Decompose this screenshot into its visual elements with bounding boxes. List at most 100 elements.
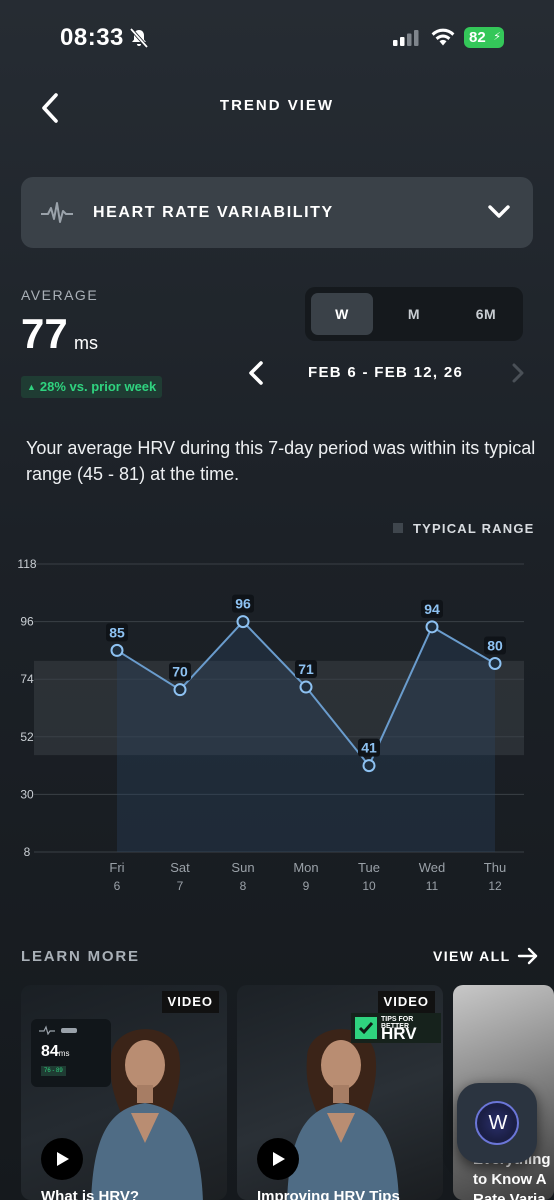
data-point — [173, 683, 187, 697]
arrow-right-icon[interactable] — [517, 946, 539, 966]
video-tag: VIDEO — [377, 991, 435, 1013]
data-label: 41 — [361, 740, 377, 756]
bell-muted-icon — [129, 27, 149, 49]
x-tick-date: 6 — [114, 879, 121, 893]
coach-logo-letter: W — [488, 1112, 508, 1134]
y-tick-label: 96 — [20, 615, 34, 629]
legend-label: TYPICAL RANGE — [413, 521, 535, 536]
period-segmented-control: W M 6M — [305, 287, 523, 341]
checkmark-icon — [355, 1017, 377, 1039]
hrv-wave-icon — [41, 202, 73, 223]
battery-indicator: 82 ⚡ — [464, 27, 504, 48]
video-card-what-is-hrv[interactable]: 84ms 76 - 89 VIDEO What is HRV? — [21, 985, 227, 1200]
x-tick-day: Mon — [293, 860, 318, 875]
x-tick-date: 10 — [362, 879, 376, 893]
video-card-improving-hrv[interactable]: TIPS FOR BETTER HRV VIDEO Improving HRV … — [237, 985, 443, 1200]
whoop-coach-button[interactable]: W — [457, 1083, 537, 1163]
data-label-bg — [106, 623, 128, 642]
average-value: 77 — [21, 310, 68, 357]
typical-range-band — [34, 660, 524, 756]
wifi-icon — [431, 28, 455, 46]
data-label: 71 — [298, 661, 314, 677]
panel-range: 76 - 89 — [41, 1066, 66, 1076]
y-tick-label: 74 — [20, 672, 34, 686]
tab-month[interactable]: M — [407, 306, 421, 322]
previous-period-icon[interactable] — [246, 360, 266, 386]
x-tick-day: Fri — [109, 860, 124, 875]
y-tick-label: 52 — [20, 730, 34, 744]
y-tick-label: 30 — [20, 787, 34, 801]
data-point — [425, 620, 439, 634]
series-area — [117, 621, 495, 852]
change-badge: ▲ 28% vs. prior week — [21, 376, 163, 398]
play-icon — [273, 1152, 285, 1166]
page-title: TREND VIEW — [219, 97, 335, 114]
tips-badge: TIPS FOR BETTER HRV — [351, 1013, 441, 1043]
x-tick-day: Sun — [231, 860, 254, 875]
x-tick-date: 7 — [177, 879, 184, 893]
nav-bar: TREND VIEW — [0, 80, 554, 136]
x-tick-day: Sat — [170, 860, 190, 875]
learn-more-title: LEARN MORE — [21, 948, 140, 965]
data-label-bg — [295, 660, 317, 679]
x-tick-date: 8 — [240, 879, 247, 893]
typical-range-swatch — [393, 523, 403, 533]
hrv-panel-image: 84ms 76 - 89 — [31, 1019, 111, 1087]
metric-label: HEART RATE VARIABILITY — [93, 204, 334, 221]
data-label-bg — [358, 738, 380, 757]
metric-dropdown[interactable]: HEART RATE VARIABILITY — [21, 177, 533, 248]
tab-week[interactable]: W — [311, 293, 373, 335]
data-label: 70 — [172, 664, 188, 680]
card-title: What is HRV? — [41, 1188, 140, 1200]
x-tick-day: Wed — [419, 860, 446, 875]
data-label: 96 — [235, 596, 251, 612]
x-tick-date: 12 — [488, 879, 502, 893]
change-text: 28% vs. prior week — [39, 379, 157, 394]
data-label-bg — [169, 662, 191, 681]
status-bar: 08:33 82 ⚡ — [0, 0, 554, 76]
data-point — [110, 643, 124, 657]
signal-icon — [393, 30, 419, 46]
data-point — [362, 759, 376, 773]
data-label-bg — [484, 636, 506, 655]
panel-value: 84ms — [41, 1043, 70, 1060]
tips-small-text: TIPS FOR BETTER — [381, 1016, 414, 1030]
data-point — [236, 615, 250, 629]
x-tick-day: Tue — [358, 860, 380, 875]
data-point — [299, 680, 313, 694]
next-period-icon[interactable] — [510, 362, 526, 384]
x-tick-date: 9 — [303, 879, 310, 893]
hrv-summary-text: Your average HRV during this 7-day perio… — [26, 438, 536, 484]
card-title: Improving HRV Tips — [257, 1188, 400, 1200]
date-range: FEB 6 - FEB 12, 26 — [308, 364, 464, 381]
chevron-down-icon — [488, 205, 510, 218]
data-label-bg — [421, 599, 443, 618]
average-unit: ms — [74, 333, 98, 353]
play-button[interactable] — [41, 1138, 83, 1180]
data-label: 94 — [424, 601, 440, 617]
view-all-link[interactable]: VIEW ALL — [433, 948, 511, 964]
play-button[interactable] — [257, 1138, 299, 1180]
tips-big-text: HRV — [381, 1024, 417, 1043]
coach-logo-icon: W — [475, 1101, 519, 1145]
charging-bolt-icon: ⚡ — [493, 31, 501, 43]
data-label-bg — [232, 594, 254, 613]
y-tick-label: 8 — [24, 845, 31, 859]
arrow-up-icon: ▲ — [27, 382, 36, 392]
presenter-image — [91, 1029, 203, 1200]
battery-level: 82 — [469, 29, 486, 46]
data-point — [488, 656, 502, 670]
hrv-line-chart: 118 96 74 52 30 8 85 70 96 71 41 94 80 Fri 6 Sat 7 Sun 8 Mo… — [17, 557, 524, 893]
x-tick-date: 11 — [426, 879, 439, 893]
y-tick-label: 118 — [17, 557, 36, 571]
x-tick-day: Thu — [484, 860, 506, 875]
play-icon — [57, 1152, 69, 1166]
presenter-image — [287, 1029, 399, 1200]
tab-six-months[interactable]: 6M — [475, 306, 497, 322]
back-chevron-icon[interactable] — [36, 90, 66, 126]
data-label: 85 — [109, 624, 125, 640]
average-label: AVERAGE — [21, 287, 99, 303]
status-time: 08:33 — [60, 24, 124, 51]
hrv-wave-icon — [39, 1025, 77, 1035]
data-label: 80 — [487, 637, 503, 653]
